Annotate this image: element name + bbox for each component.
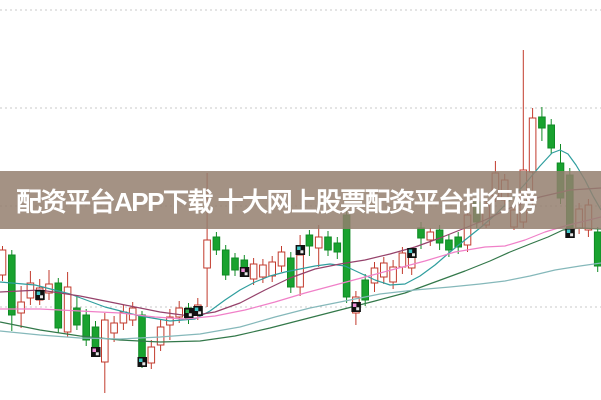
candle-body bbox=[593, 231, 601, 267]
candle-body bbox=[398, 252, 407, 268]
headline-banner: 配资平台APP下载 十大网上股票配资平台排行榜 bbox=[0, 171, 601, 229]
candle-body bbox=[361, 279, 369, 301]
candle-body bbox=[8, 254, 16, 316]
ma-teal-fast bbox=[0, 149, 601, 322]
event-marker-glyph bbox=[194, 307, 199, 311]
event-marker-glyph bbox=[142, 362, 146, 366]
event-marker-glyph bbox=[297, 246, 301, 250]
candle-body bbox=[17, 301, 25, 314]
event-marker-glyph bbox=[185, 309, 189, 313]
ma-darkgreen bbox=[0, 227, 601, 343]
candle-body bbox=[73, 307, 81, 326]
event-marker-glyph bbox=[95, 352, 99, 356]
candle-body bbox=[426, 231, 435, 241]
event-marker-glyph bbox=[356, 307, 360, 311]
event-marker-glyph bbox=[300, 250, 304, 254]
candle-body bbox=[63, 286, 72, 333]
event-marker-glyph bbox=[244, 272, 248, 276]
candle-body bbox=[212, 236, 221, 251]
event-marker-glyph bbox=[570, 233, 574, 237]
candle-body bbox=[268, 261, 276, 277]
candle-body bbox=[528, 117, 537, 173]
candle-body bbox=[333, 242, 342, 253]
candle-body bbox=[435, 229, 444, 244]
candle-body bbox=[203, 239, 211, 269]
candle-body bbox=[175, 307, 183, 318]
event-marker-glyph bbox=[92, 348, 96, 352]
candle-body bbox=[231, 257, 239, 271]
candle-body bbox=[156, 326, 165, 346]
event-marker-glyph bbox=[36, 291, 41, 295]
candle-body bbox=[324, 236, 332, 251]
candle-body bbox=[538, 116, 546, 129]
candle-body bbox=[54, 282, 63, 329]
candle-body bbox=[389, 266, 397, 283]
event-marker-glyph bbox=[198, 311, 202, 315]
event-marker-glyph bbox=[408, 249, 413, 253]
headline-text: 配资平台APP下载 十大网上股票配资平台排行榜 bbox=[16, 186, 538, 217]
candle-body bbox=[277, 251, 286, 267]
event-marker-glyph bbox=[412, 253, 415, 257]
event-marker-glyph bbox=[241, 268, 245, 272]
candle-body bbox=[380, 262, 388, 278]
event-marker-glyph bbox=[188, 313, 192, 317]
candle-body bbox=[445, 239, 453, 251]
candle-body bbox=[417, 227, 425, 239]
candle-body bbox=[101, 319, 109, 363]
candle-body bbox=[110, 322, 118, 334]
candle-body bbox=[259, 264, 267, 278]
event-marker-glyph bbox=[40, 295, 43, 299]
event-marker-glyph bbox=[566, 229, 571, 233]
event-marker-glyph bbox=[352, 303, 357, 307]
candle-body bbox=[147, 346, 156, 364]
candle-body bbox=[296, 254, 304, 288]
candle-body bbox=[0, 249, 7, 276]
ma-steel-slow bbox=[0, 262, 601, 340]
ma-pink bbox=[0, 216, 601, 320]
candle-body bbox=[314, 236, 323, 249]
candle-body bbox=[305, 234, 314, 247]
candle-body bbox=[249, 263, 258, 280]
candle-body bbox=[454, 236, 462, 248]
candle-body bbox=[287, 257, 295, 288]
candle-body bbox=[82, 314, 91, 341]
candle-body bbox=[221, 249, 230, 276]
candle-body bbox=[547, 124, 556, 149]
event-marker-glyph bbox=[139, 358, 143, 362]
